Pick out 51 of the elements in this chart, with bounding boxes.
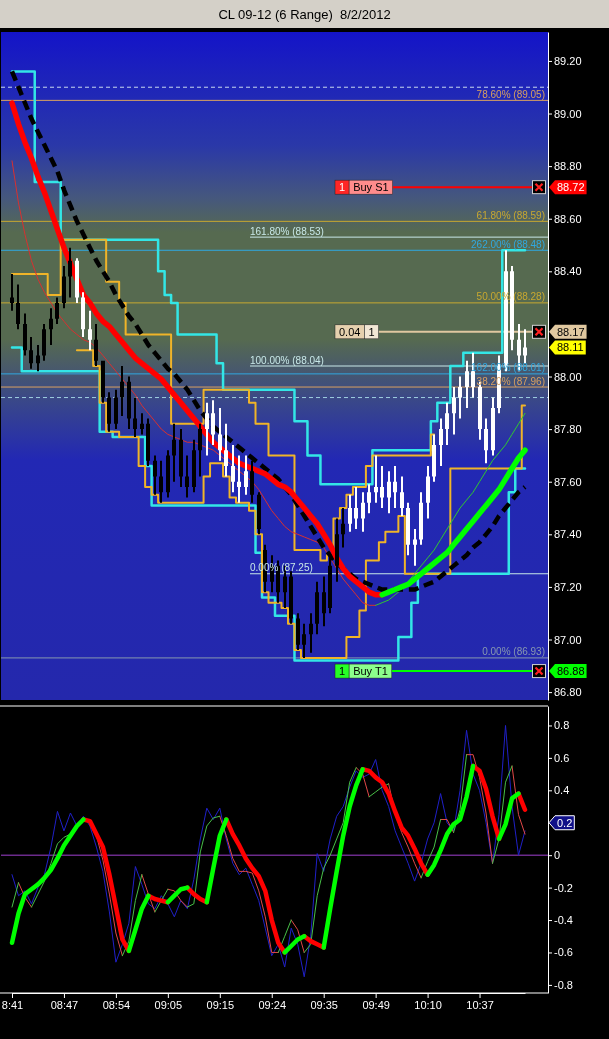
line-series (11, 724, 526, 978)
x-tick-label: 8:41 (1, 998, 24, 1011)
text: 0.2 (557, 816, 573, 829)
y-tick-label: 89.20 (554, 54, 582, 67)
y-tick-label: 0.6 (554, 751, 570, 764)
line-series (11, 160, 377, 606)
x-tick-label: 09:35 (310, 998, 338, 1011)
y-tick-label: 88.60 (554, 212, 582, 225)
candlestick (374, 455, 378, 503)
annotation: 0.04 (339, 325, 361, 338)
y-tick-label: 86.80 (554, 686, 582, 699)
y-tick-label: 87.60 (554, 475, 582, 488)
x-tick-label: 09:24 (258, 998, 287, 1011)
x-tick-label: 08:47 (50, 998, 79, 1011)
y-tick-label: 89.00 (554, 107, 582, 120)
x-tick-label: 10:10 (414, 998, 442, 1011)
ref-line-label: 0.00% (86.93) (482, 646, 545, 658)
y-tick-label: 87.20 (554, 580, 582, 593)
ref-line-label: 1 Buy T1 (339, 664, 388, 677)
candlestick (237, 455, 241, 503)
ref-line-label: 78.60% (89.05) (476, 88, 545, 100)
ref-line-label: 1 Buy S1 (339, 181, 389, 194)
y-tick-label: 87.80 (554, 423, 582, 436)
text: 88.72 (557, 181, 585, 194)
text: 88.17 (557, 325, 585, 338)
x-tick-label: 09:49 (362, 998, 390, 1011)
y-tick-label: 87.00 (554, 633, 582, 646)
ref-line-label: 100.00% (88.04) (250, 354, 324, 366)
y-tick-label: -0.6 (554, 946, 573, 959)
x-tick-label: 09:15 (206, 998, 235, 1011)
y-tick-label: -0.4 (554, 914, 573, 927)
x-tick-label: 10:37 (466, 998, 494, 1011)
text: 88.11 (557, 341, 584, 354)
chart-title: CL 09-12 (6 Range) 8/2/2012 (218, 7, 391, 22)
x-tick-label: 08:54 (102, 998, 131, 1011)
y-tick-label: 0.4 (554, 784, 570, 797)
line-series (375, 412, 526, 606)
y-tick-label: 88.80 (554, 160, 582, 173)
ref-line-label: 262.00% (88.48) (471, 238, 545, 250)
y-tick-label: 87.40 (554, 528, 582, 541)
y-tick-label: -0.2 (554, 881, 573, 894)
y-tick-label: 0 (554, 849, 561, 862)
y-tick-label: 88.40 (554, 265, 582, 278)
x-tick-label: 09:05 (154, 998, 183, 1011)
annotation: 1 (368, 325, 375, 338)
ref-line-label: 61.80% (88.59) (476, 209, 545, 221)
y-tick-label: 0.8 (554, 719, 570, 732)
y-tick-label: 88.00 (554, 370, 582, 383)
ref-line-label: 161.80% (88.53) (250, 225, 324, 237)
text: 86.88 (557, 664, 585, 677)
y-tick-label: -0.8 (554, 978, 573, 991)
